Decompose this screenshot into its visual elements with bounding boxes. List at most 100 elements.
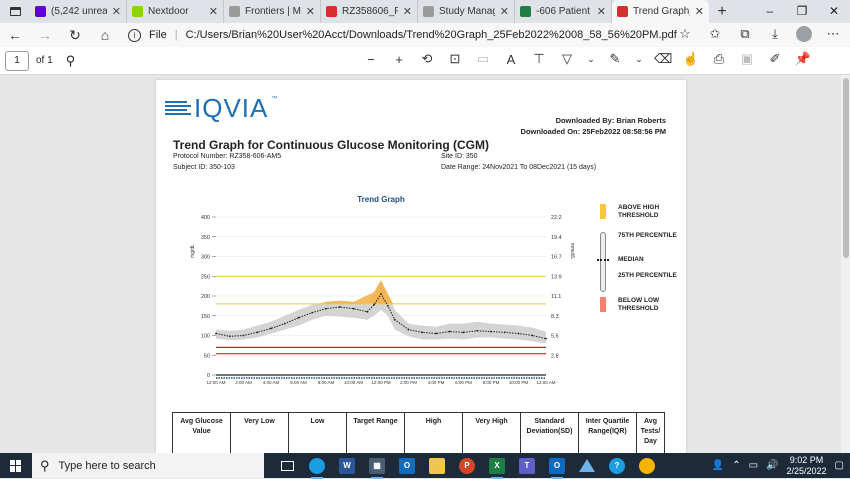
notifications-icon[interactable]: ▢ (834, 460, 844, 471)
calculator-icon[interactable]: ▦ (366, 455, 388, 479)
erase-icon[interactable]: ⌫ (654, 51, 673, 66)
refresh-button[interactable]: ↻ (69, 26, 81, 43)
page-icon (423, 6, 434, 17)
scrollbar-thumb[interactable] (843, 78, 849, 258)
info-icon[interactable]: i (128, 28, 141, 42)
search-icon: ⚲ (40, 457, 50, 473)
people-icon[interactable]: 👤 (711, 460, 725, 471)
logo-lines-icon (165, 101, 191, 115)
maximize-button[interactable]: ❐ (796, 4, 808, 18)
save-as-icon[interactable]: ✐ (769, 51, 781, 66)
highlight-icon[interactable]: ✎ (609, 51, 621, 66)
legend-below-low-label: BELOW LOW THRESHOLD (618, 297, 660, 312)
battery-icon[interactable]: ▭ (748, 460, 759, 471)
y2-axis-label: mmol/L (569, 243, 575, 260)
vertical-scrollbar[interactable] (841, 75, 850, 453)
legend-above-high (596, 204, 606, 219)
pdf-tools: − + ⟲ ⊡ ▭ A ⊤ ▽ ⌄ ✎ ⌄ ⌫ ☝ ⎙ ▣ ✐ 📌 (362, 51, 812, 67)
pdf-viewer[interactable]: IQVIA ™ Downloaded By: Brian Roberts Dow… (0, 75, 850, 453)
url-text[interactable]: C:/Users/Brian%20User%20Acct/Downloads/T… (185, 29, 677, 41)
tab-2[interactable]: Frontiers | MS ✕ (224, 0, 321, 23)
median-point (270, 327, 272, 330)
tab-6[interactable]: Trend Graph_2 ✕ (612, 0, 709, 23)
teams-icon[interactable]: T (516, 455, 538, 477)
rotate-icon[interactable]: ⟲ (421, 51, 433, 66)
legend-below-low (596, 297, 606, 312)
legend-below-low-swatch (600, 297, 606, 312)
favorites-bar-icon[interactable]: ✩ (709, 26, 721, 41)
url-field[interactable]: i File | C:/Users/Brian%20User%20Acct/Do… (128, 28, 677, 42)
minimize-button[interactable]: – (766, 4, 774, 18)
median-point (407, 328, 410, 331)
fit-page-icon[interactable]: ⊡ (449, 51, 461, 66)
home-button[interactable]: ⌂ (100, 27, 110, 43)
zoom-out-icon[interactable]: − (367, 51, 375, 67)
forward-button[interactable]: → (38, 27, 52, 43)
tab-close-icon[interactable]: ✕ (499, 6, 509, 18)
pdf-icon (617, 6, 628, 17)
pin-toolbar-icon[interactable]: 📌 (794, 51, 812, 66)
y2-tick-label: 8.3 (551, 314, 559, 320)
task-view-icon[interactable] (276, 455, 298, 477)
tab-close-icon[interactable]: ✕ (305, 6, 315, 18)
add-text-icon[interactable]: ⊤ (533, 51, 545, 66)
logo-text: IQVIA (194, 93, 269, 123)
taskbar-search[interactable]: ⚲ Type here to search (32, 453, 264, 478)
page-number-input[interactable]: 1 (5, 50, 29, 71)
word-icon[interactable]: W (336, 455, 358, 477)
document-title: Trend Graph for Continuous Glucose Monit… (173, 138, 489, 152)
touch-icon[interactable]: ☝ (682, 51, 700, 66)
downloads-icon[interactable]: ⤓ (772, 26, 778, 41)
read-aloud-icon[interactable]: A (506, 51, 516, 67)
meta-left: Protocol Number: RZ358-606-AM5 Subject I… (173, 151, 281, 173)
tab-close-icon[interactable]: ✕ (208, 6, 218, 18)
system-tray: 👤 ⌃ ▭ 🔊 9:02 PM 2/25/2022 ▢ (712, 453, 850, 478)
highlight-chevron-down-icon[interactable]: ⌄ (635, 53, 643, 64)
profile-avatar[interactable] (796, 26, 812, 42)
window-controls: – ❐ ✕ (754, 0, 850, 23)
draw-icon[interactable]: ▽ (562, 51, 572, 66)
close-window-button[interactable]: ✕ (828, 4, 840, 18)
stats-header-cell: Very High (462, 412, 521, 453)
back-button[interactable]: ← (8, 27, 22, 43)
show-hidden-icons-chevron-up-icon[interactable]: ⌃ (732, 460, 741, 471)
tab-label: (5,242 unread) (51, 6, 107, 17)
tab-4[interactable]: Study Manage ✕ (418, 0, 515, 23)
draw-chevron-down-icon[interactable]: ⌄ (587, 53, 595, 64)
x-tick-label: 12:00 PM (371, 380, 391, 385)
file-explorer-icon[interactable] (426, 455, 448, 477)
outlook-icon[interactable]: O (396, 455, 418, 477)
tab-close-icon[interactable]: ✕ (596, 6, 606, 18)
save-icon[interactable]: ▣ (740, 51, 754, 66)
tab-actions-icon[interactable] (0, 0, 30, 23)
tab-5[interactable]: -606 Patient Tr ✕ (515, 0, 612, 23)
clock[interactable]: 9:02 PM 2/25/2022 (787, 455, 827, 477)
search-icon[interactable]: ⚲ (65, 52, 76, 68)
tab-close-icon[interactable]: ✕ (111, 6, 121, 18)
chrome-icon[interactable] (636, 455, 658, 477)
excel-icon[interactable]: X (486, 455, 508, 479)
tab-0[interactable]: (5,242 unread) ✕ (30, 0, 127, 23)
azure-icon[interactable] (576, 455, 598, 477)
median-point (435, 332, 437, 335)
edge-icon[interactable] (306, 455, 328, 479)
zoom-in-icon[interactable]: + (395, 51, 403, 67)
outlook-running-icon[interactable]: O (546, 455, 568, 479)
collections-icon[interactable]: ⧉ (740, 26, 750, 41)
volume-icon[interactable]: 🔊 (766, 460, 779, 471)
tab-close-icon[interactable]: ✕ (694, 6, 704, 18)
powerpoint-icon[interactable]: P (456, 455, 478, 477)
print-icon[interactable]: ⎙ (713, 51, 725, 66)
new-tab-button[interactable]: + (717, 2, 727, 20)
tab-3[interactable]: RZ358606_Prot ✕ (321, 0, 418, 23)
page-view-icon[interactable]: ▭ (476, 51, 490, 66)
tab-1[interactable]: Nextdoor ✕ (127, 0, 224, 23)
x-tick-label: 8:00 AM (318, 380, 335, 385)
favorite-icon[interactable]: ☆ (679, 26, 691, 41)
tab-close-icon[interactable]: ✕ (402, 6, 412, 18)
more-menu-icon[interactable]: ⋯ (826, 26, 840, 41)
downloaded-by: Downloaded By: Brian Roberts (555, 116, 666, 125)
help-icon[interactable]: ? (606, 455, 628, 477)
download-info: Downloaded By: Brian Roberts Downloaded … (521, 115, 666, 137)
start-button[interactable] (0, 453, 32, 478)
